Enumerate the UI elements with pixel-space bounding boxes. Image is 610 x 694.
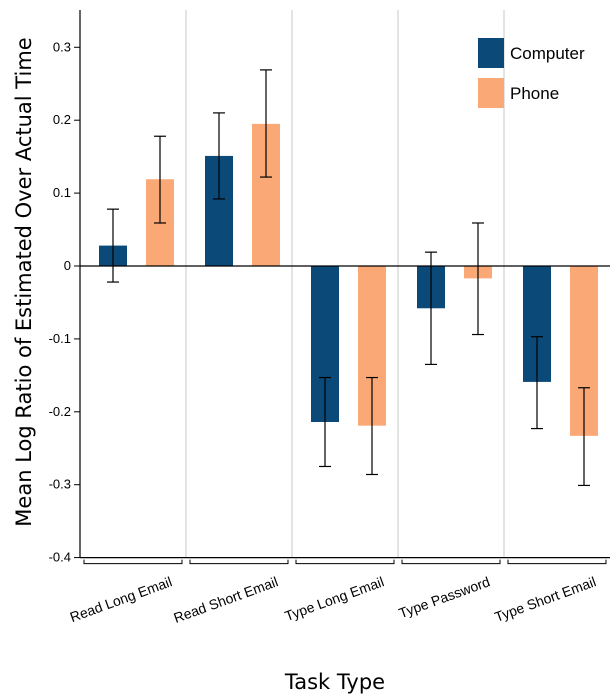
- category-bracket: [295, 559, 395, 565]
- x-tick-label: Read Long Email: [68, 573, 174, 625]
- x-tick-label: Type Short Email: [492, 573, 598, 624]
- y-tick-label: -0.1: [49, 331, 71, 346]
- legend-swatch-computer: [478, 38, 504, 68]
- y-tick-label: 0.2: [53, 112, 71, 127]
- axes: [79, 10, 610, 559]
- y-ticks: -0.4 -0.3 -0.2 -0.1 0 0.1 0.2 0.3: [49, 39, 80, 565]
- y-tick-label: -0.2: [49, 404, 71, 419]
- y-tick-label: 0.1: [53, 185, 71, 200]
- legend-label-computer: Computer: [510, 44, 585, 63]
- legend-label-phone: Phone: [510, 84, 559, 103]
- y-tick-label: -0.4: [49, 550, 71, 565]
- bars: [99, 123, 598, 436]
- error-bars: [107, 69, 590, 487]
- x-tick-label: Type Password: [397, 573, 492, 621]
- category-bracket: [401, 559, 501, 565]
- y-tick-label: -0.3: [49, 477, 71, 492]
- category-bracket: [189, 559, 289, 565]
- y-axis-title: Mean Log Ratio of Estimated Over Actual …: [12, 37, 36, 526]
- x-tick-label: Type Long Email: [283, 573, 386, 624]
- category-bracket: [507, 559, 607, 565]
- y-tick-label: 0.3: [53, 39, 71, 54]
- legend-swatch-phone: [478, 78, 504, 108]
- category-separators: [185, 10, 505, 558]
- y-tick-label: 0: [64, 258, 71, 273]
- category-bracket: [83, 559, 183, 565]
- x-axis-title: Task Type: [284, 670, 385, 694]
- legend: Computer Phone: [478, 38, 585, 108]
- x-tick-label: Read Short Email: [171, 573, 280, 626]
